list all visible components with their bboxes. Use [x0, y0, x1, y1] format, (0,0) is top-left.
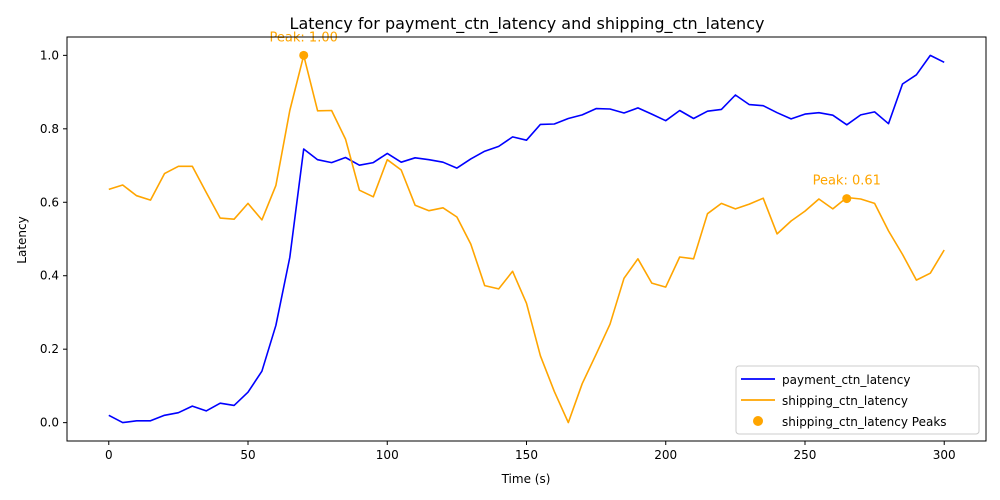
legend-box [735, 365, 980, 435]
legend-label-payment: payment_ctn_latency [782, 373, 910, 387]
y-tick-label: 0.0 [40, 416, 59, 430]
x-tick-label: 200 [654, 448, 677, 462]
peak-annotation: Peak: 0.61 [813, 174, 881, 189]
y-tick-label: 1.0 [40, 48, 59, 62]
peak-annotation: Peak: 1.00 [270, 30, 338, 45]
plot-area: Peak: 1.00 Peak: 0.61 [108, 30, 945, 424]
x-tick-label: 150 [515, 448, 538, 462]
y-tick-label: 0.4 [40, 269, 59, 283]
x-axis-label: Time (s) [501, 472, 551, 486]
x-tick-label: 250 [794, 448, 817, 462]
legend-swatch-peaks [753, 416, 763, 426]
axes: 0 50 100 150 200 250 300 0.0 0.2 0.4 0.6 0.8 1.0 [40, 48, 956, 462]
peak-marker [299, 50, 309, 60]
x-tick-label: 50 [240, 448, 255, 462]
chart-title: Latency for payment_ctn_latency and ship… [290, 14, 765, 34]
x-tick-label: 300 [933, 448, 956, 462]
x-tick-label: 100 [376, 448, 399, 462]
peak-marker [842, 194, 852, 204]
legend-label-peaks: shipping_ctn_latency Peaks [782, 415, 947, 429]
series-line-shipping-ctn-latency [108, 54, 945, 424]
legend-label-shipping: shipping_ctn_latency [782, 394, 908, 408]
x-tick-label: 0 [105, 448, 113, 462]
series-line-payment-ctn-latency [108, 54, 945, 424]
y-axis-label: Latency [15, 216, 29, 263]
y-tick-label: 0.8 [40, 122, 59, 136]
y-tick-label: 0.2 [40, 342, 59, 356]
y-tick-label: 0.6 [40, 195, 59, 209]
legend: payment_ctn_latency shipping_ctn_latency… [735, 365, 980, 435]
